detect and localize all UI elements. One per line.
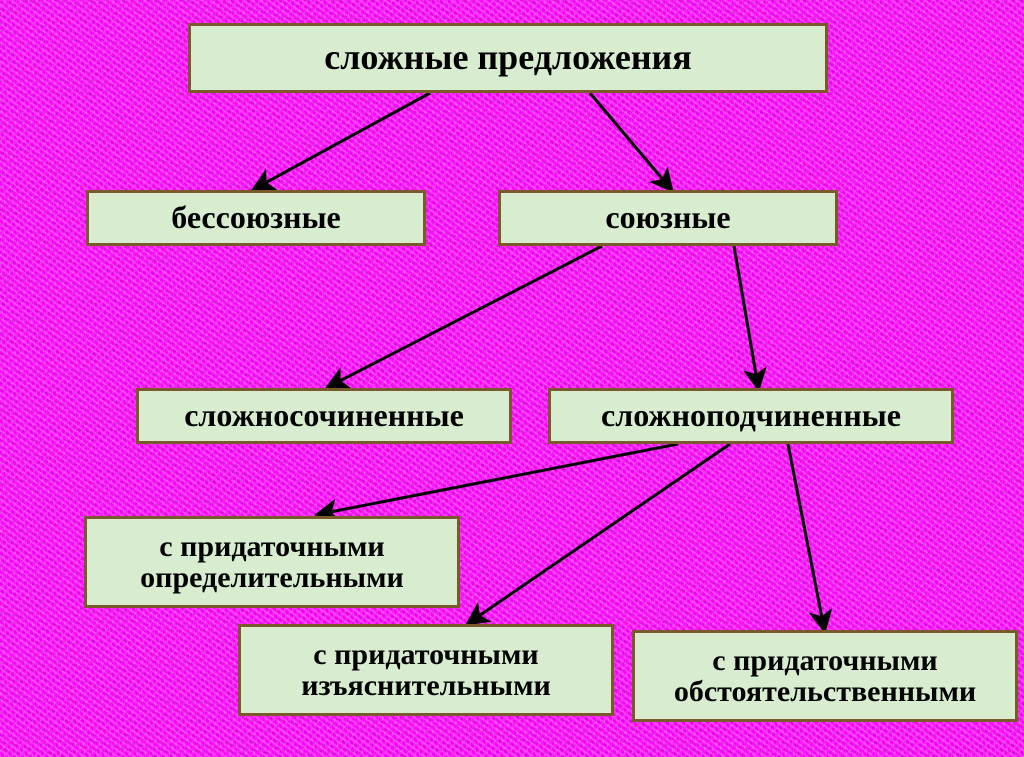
node-izyasnitelnye: с придаточными изъяснительными [238, 624, 614, 716]
node-right1-label: союзные [605, 201, 730, 235]
diagram-canvas: сложные предложения бессоюзные союзные с… [0, 0, 1024, 757]
node-slozhnosochinennye: сложносочиненные [136, 388, 512, 444]
node-cc-label: сложносочиненные [184, 399, 464, 433]
node-def-label: с придаточными определительными [97, 531, 447, 594]
node-obstoyatelstvennye: с придаточными обстоятельственными [632, 630, 1018, 722]
node-root-label: сложные предложения [324, 39, 692, 77]
node-obs-label: с придаточными обстоятельственными [645, 645, 1005, 708]
node-izy-label: с придаточными изъяснительными [251, 639, 601, 702]
node-soyuznye: союзные [498, 190, 838, 246]
node-left1-label: бессоюзные [171, 201, 341, 235]
node-cp-label: сложноподчиненные [601, 399, 901, 433]
node-root: сложные предложения [188, 23, 828, 93]
node-opredelitelnye: с придаточными определительными [84, 516, 460, 608]
node-slozhnopodchinennye: сложноподчиненные [548, 388, 954, 444]
node-bessoyuznye: бессоюзные [86, 190, 426, 246]
